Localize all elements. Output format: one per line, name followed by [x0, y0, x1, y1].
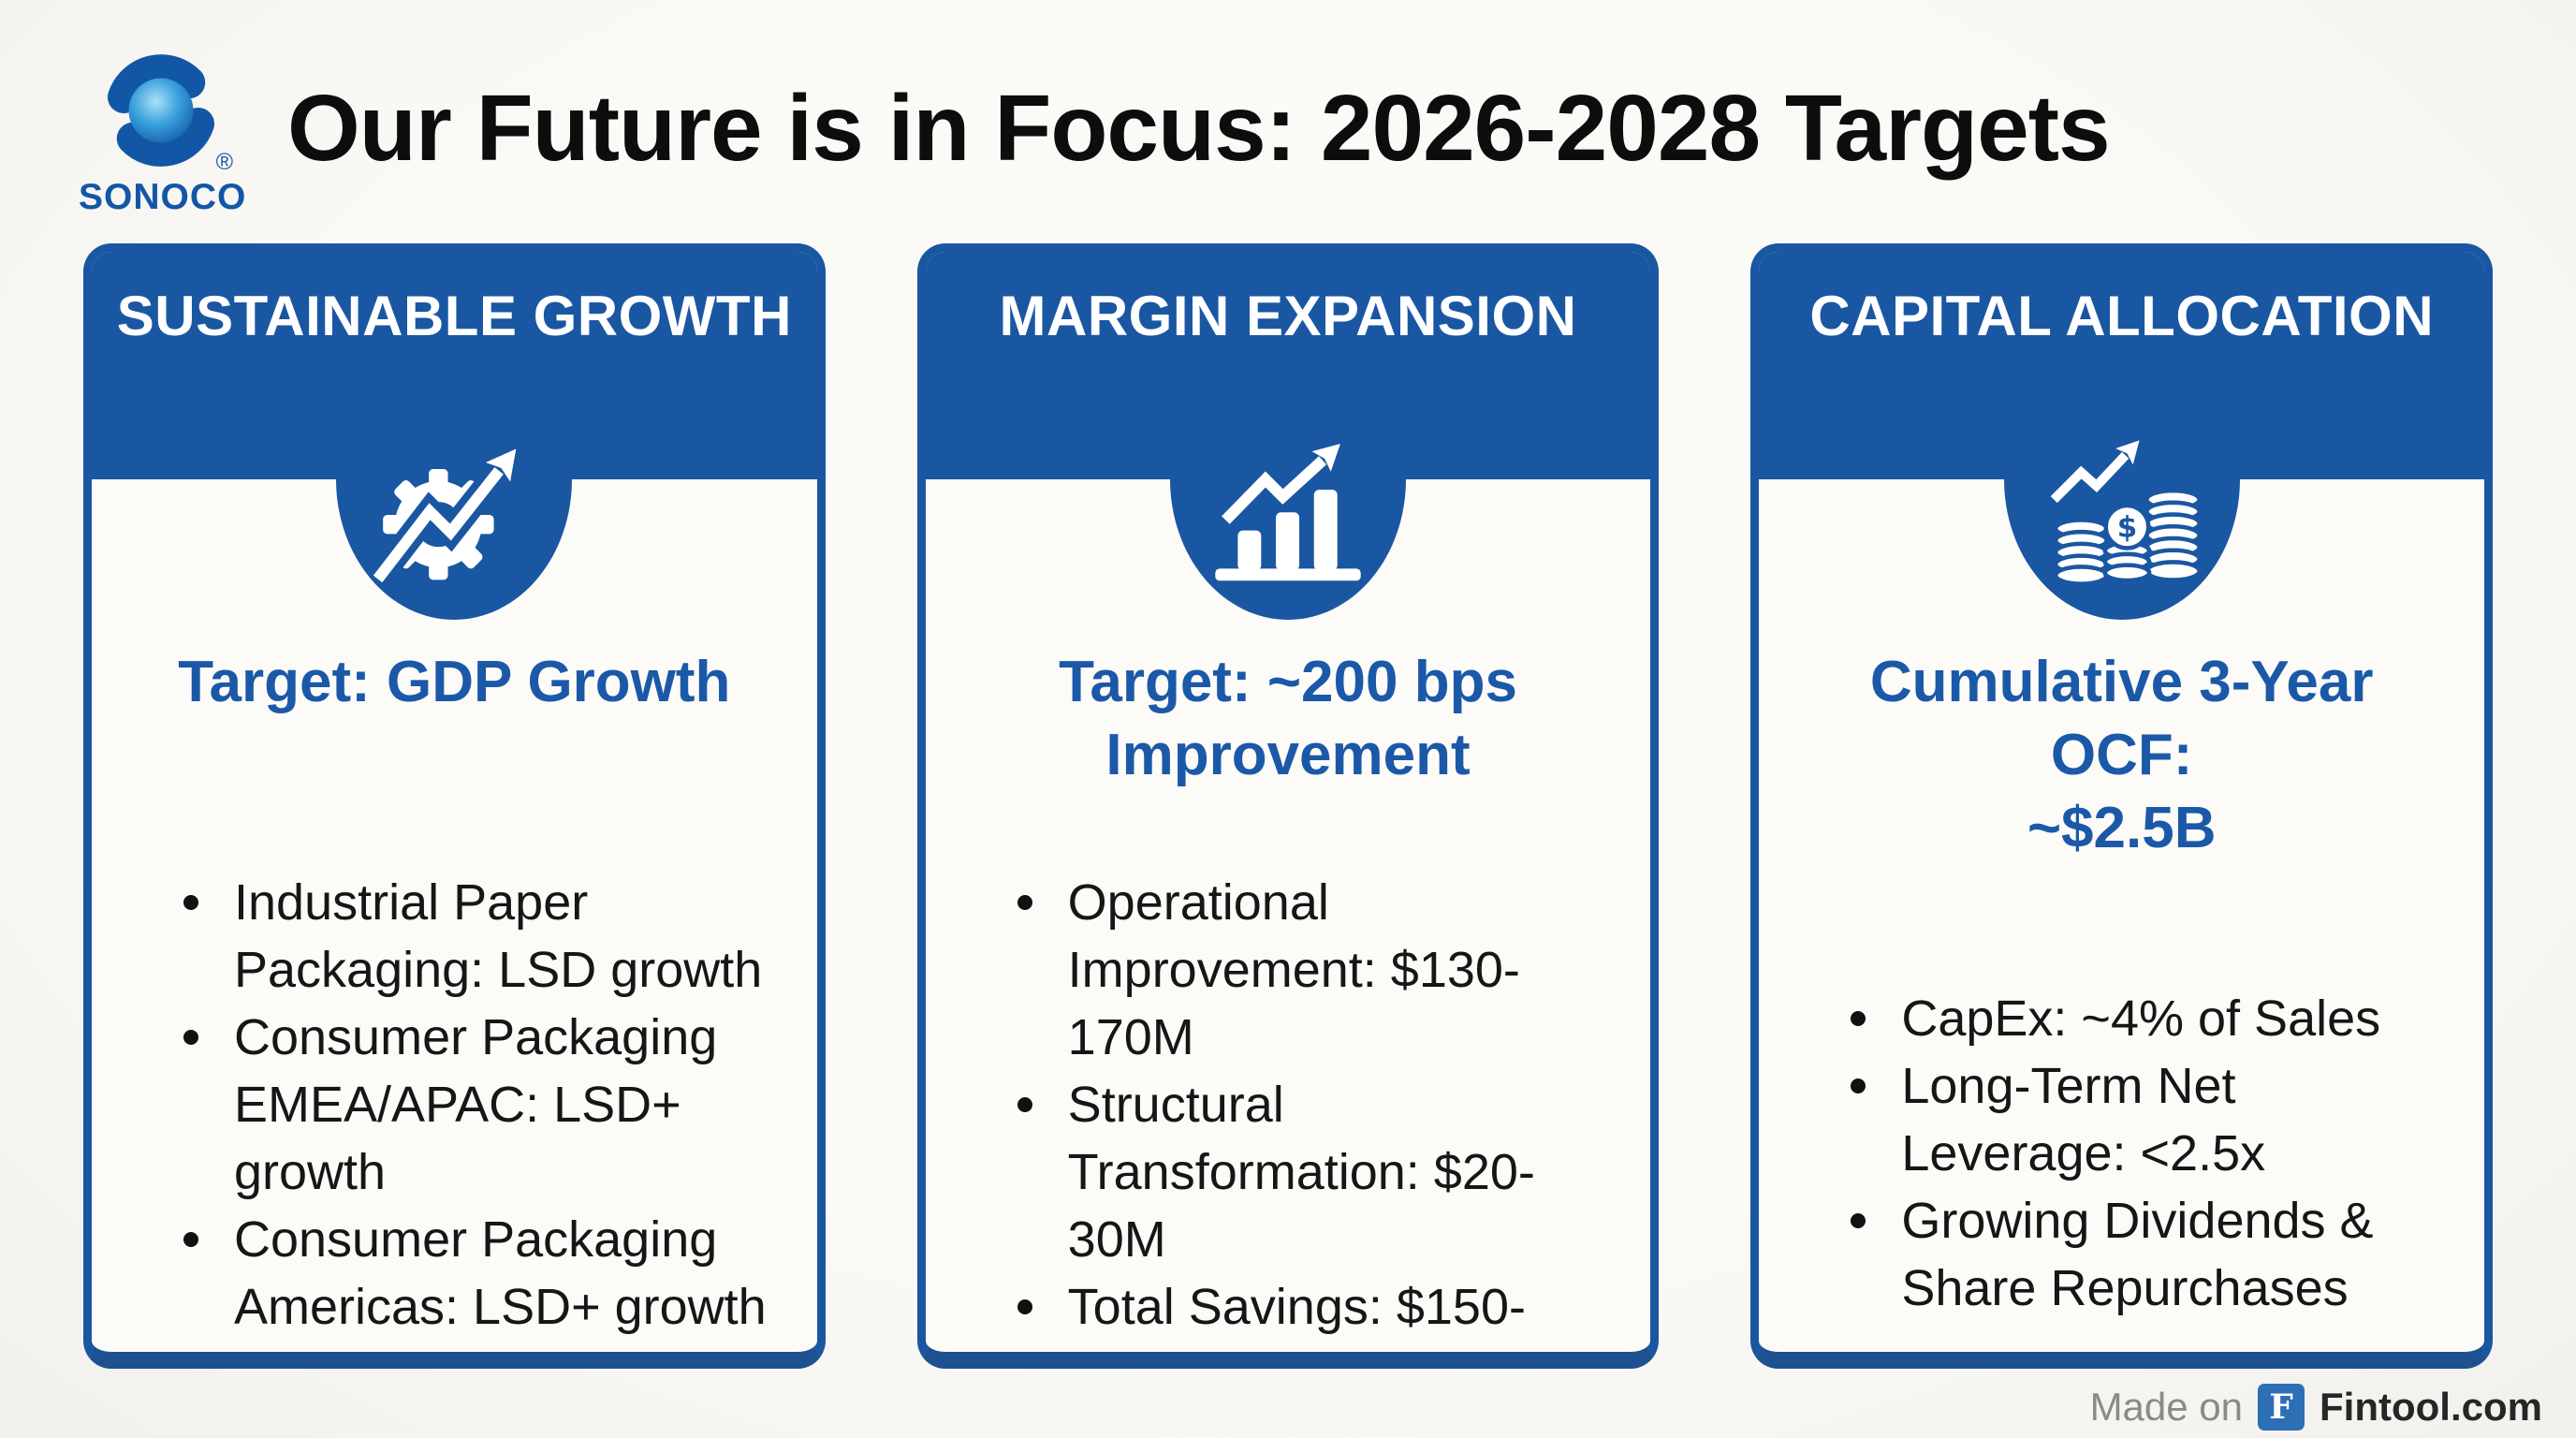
sonoco-logo: ® SONOCO [79, 40, 247, 218]
sonoco-wordmark: SONOCO [79, 176, 247, 217]
footer-attribution: Made on F Fintool.com [2090, 1384, 2542, 1431]
gear-growth-arrow-icon [367, 448, 517, 587]
target-cards-row: SUSTAINABLE GROWTH [83, 243, 2494, 1369]
card-bullets: Industrial Paper Packaging: LSD growth Co… [125, 869, 783, 1341]
bullet-item: CapEx: ~4% of Sales [1849, 985, 2451, 1052]
sonoco-s-mark-icon [107, 53, 214, 167]
card-bullets: Operational Improvement: $130-170M Struct… [959, 869, 1617, 1352]
bullet-item: Consumer Packaging Americas: LSD+ growth [182, 1206, 783, 1341]
bullet-item: Consumer Packaging EMEA/APAC: LSD+ growt… [182, 1004, 783, 1206]
card-header-label: MARGIN EXPANSION [999, 285, 1577, 347]
registered-trademark-symbol: ® [215, 148, 233, 175]
made-on-label: Made on [2089, 1385, 2244, 1429]
card-header-label: CAPITAL ALLOCATION [1809, 285, 2435, 347]
page-header: ® SONOCO Our Future is in Focus: 2026-20… [79, 28, 2539, 229]
bullet-item: Long-Term Net Leverage: <2.5x [1849, 1052, 2451, 1187]
card-target-heading: Target: GDP Growth [178, 650, 731, 714]
card-capital-allocation: CAPITAL ALLOCATION $ Cumulative 3-Year O… [1750, 243, 2494, 1369]
bullet-item: Operational Improvement: $130-170M [1016, 869, 1617, 1071]
card-header-label: SUSTAINABLE GROWTH [116, 285, 792, 347]
card-margin-expansion: MARGIN EXPANSION Target: ~200 bps Improv… [916, 243, 1660, 1369]
card-bullets: CapEx: ~4% of Sales Long-Term Net Leverag… [1793, 985, 2451, 1322]
bullet-item: Structural Transformation: $20-30M [1016, 1071, 1617, 1273]
card-sustainable-growth: SUSTAINABLE GROWTH [83, 243, 826, 1369]
coin-stacks-growth-arrow-icon: $ [2050, 440, 2202, 586]
card-target-heading: Target: ~200 bps Improvement [1059, 650, 1517, 787]
bullet-item: Total Savings: $150-200M [1016, 1273, 1617, 1352]
card-body: Target: ~200 bps Improvement Operational… [926, 646, 1651, 1352]
card-body: Target: GDP Growth Industrial Paper Pack… [92, 646, 817, 1341]
svg-text:$: $ [2116, 511, 2137, 545]
fintool-logo-letter: F [2269, 1387, 2293, 1427]
bullet-item: Growing Dividends & Share Repurchases [1849, 1187, 2451, 1322]
bullet-item: Industrial Paper Packaging: LSD growth [182, 869, 783, 1004]
fintool-logo-icon: F [2258, 1384, 2305, 1431]
page-title: Our Future is in Focus: 2026-2028 Target… [287, 76, 2111, 181]
card-target-heading: Cumulative 3-Year OCF: ~$2.5B [1869, 650, 2374, 860]
bar-chart-arrow-icon [1215, 444, 1361, 581]
fintool-brand-label: Fintool.com [2320, 1385, 2542, 1429]
card-body: Cumulative 3-Year OCF: ~$2.5B CapEx: ~4%… [1759, 646, 2484, 1322]
